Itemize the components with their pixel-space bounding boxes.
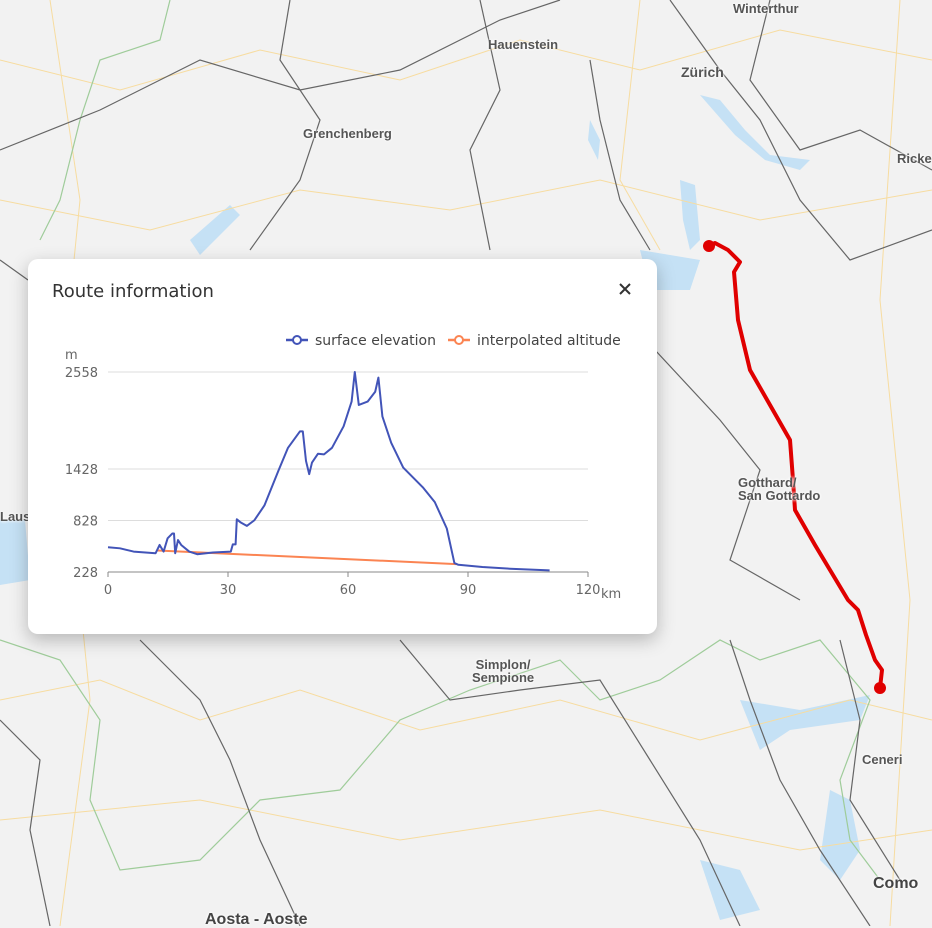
map-label-grenchenberg: Grenchenberg [303, 126, 392, 141]
x-axis-label: km [601, 587, 621, 602]
close-button[interactable] [613, 277, 637, 301]
panel-title: Route information [52, 281, 214, 302]
elevation-chart: 228 828 1428 2558 0 30 60 90 120 km m surface eleva… [65, 333, 621, 602]
close-icon [619, 283, 631, 295]
y-tick-label: 1428 [65, 463, 98, 478]
map-label-ricken: Ricke [897, 151, 932, 166]
map-label-aosta: Aosta - Aoste [205, 911, 308, 928]
series-line-surface-elevation [107, 371, 550, 572]
legend-marker [454, 335, 464, 345]
map-label-hauenstein: Hauenstein [488, 37, 559, 52]
map-label-simplon: Simplon/ Sempione [472, 657, 535, 685]
y-axis-label: m [65, 348, 78, 363]
lakes [0, 95, 870, 920]
y-tick-label: 828 [73, 514, 98, 529]
x-tick-label: 90 [460, 583, 477, 598]
x-tick-label: 0 [104, 583, 112, 598]
legend-label: interpolated altitude [477, 333, 621, 349]
map-label-winterthur: Winterthur [733, 1, 799, 16]
route-information-panel: Route information 228 828 1428 2558 0 30 60 90 1… [28, 259, 657, 634]
y-tick-label: 2558 [65, 366, 98, 381]
legend-label: surface elevation [315, 333, 436, 349]
route-end-marker[interactable] [874, 682, 886, 694]
x-tick-label: 60 [340, 583, 357, 598]
borders [0, 0, 881, 881]
map-label-zurich: Zürich [681, 64, 724, 80]
map-label-lausanne: Laus [0, 509, 31, 524]
y-tick-label: 228 [73, 566, 98, 581]
route-start-marker[interactable] [703, 240, 715, 252]
map-label-como: Como [873, 875, 919, 892]
x-tick-label: 30 [220, 583, 237, 598]
map-label-gotthard: Gotthard/ San Gottardo [738, 475, 821, 503]
x-tick-label: 120 [576, 583, 601, 598]
map-label-ceneri: Ceneri [862, 752, 903, 767]
route-line[interactable] [707, 241, 884, 689]
series-line-interpolated-altitude [157, 549, 457, 566]
legend-marker [292, 335, 302, 345]
